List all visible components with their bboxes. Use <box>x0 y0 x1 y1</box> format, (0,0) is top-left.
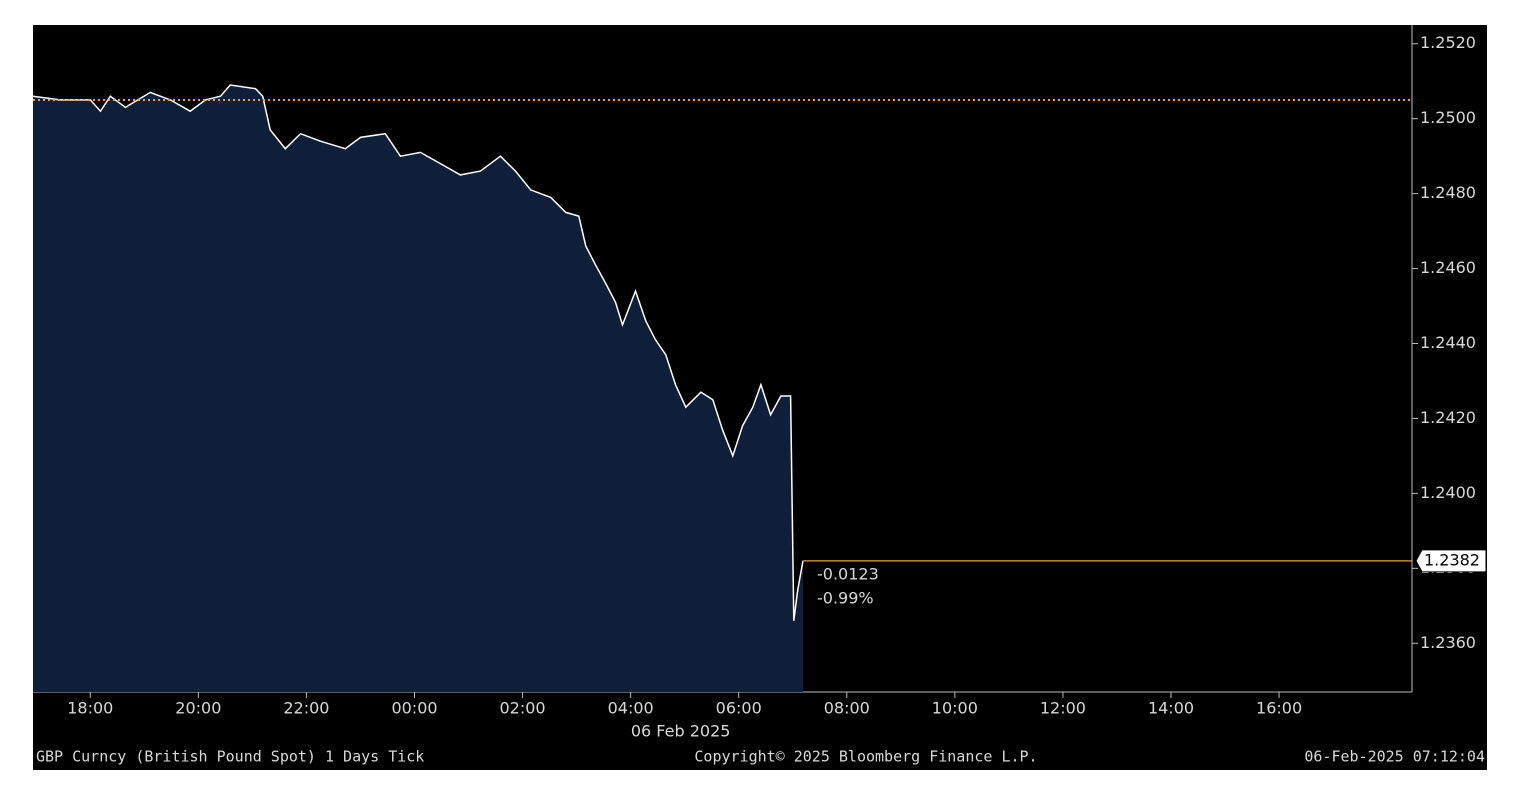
y-tick-label: 1.2400 <box>1420 483 1476 502</box>
date-label: 06 Feb 2025 <box>631 722 731 741</box>
x-tick-label: 12:00 <box>1040 699 1086 718</box>
change-annotation: -0.99% <box>817 588 874 607</box>
y-tick-label: 1.2520 <box>1420 33 1476 52</box>
y-tick-label: 1.2420 <box>1420 408 1476 427</box>
x-tick-label: 06:00 <box>716 699 762 718</box>
last-price-label: 1.2382 <box>1424 550 1480 569</box>
last-price-box <box>1415 549 1487 573</box>
footer-right: 06-Feb-2025 07:12:04 <box>1304 748 1485 766</box>
x-tick-label: 08:00 <box>824 699 870 718</box>
change-annotation: -0.0123 <box>817 564 879 583</box>
x-tick-label: 22:00 <box>283 699 329 718</box>
y-tick-label: 1.2500 <box>1420 108 1476 127</box>
y-tick-label: 1.2460 <box>1420 258 1476 277</box>
x-tick-label: 18:00 <box>67 699 113 718</box>
price-area <box>33 85 804 692</box>
y-tick-label: 1.2480 <box>1420 183 1476 202</box>
x-tick-label: 20:00 <box>175 699 221 718</box>
x-tick-label: 14:00 <box>1148 699 1194 718</box>
y-tick-label: 1.2360 <box>1420 633 1476 652</box>
x-tick-label: 02:00 <box>500 699 546 718</box>
x-tick-label: 10:00 <box>932 699 978 718</box>
x-tick-label: 16:00 <box>1256 699 1302 718</box>
footer-left: GBP Curncy (British Pound Spot) 1 Days T… <box>36 748 424 766</box>
x-tick-label: 04:00 <box>608 699 654 718</box>
footer-center: Copyright© 2025 Bloomberg Finance L.P. <box>694 748 1037 766</box>
y-tick-label: 1.2440 <box>1420 333 1476 352</box>
x-tick-label: 00:00 <box>391 699 437 718</box>
price-line <box>32 84 804 621</box>
